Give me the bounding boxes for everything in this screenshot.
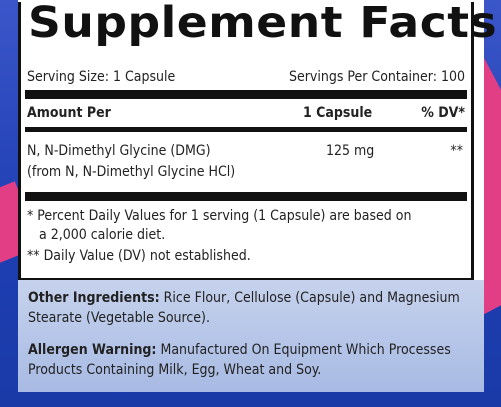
allergen-text-2: Products Containing Milk, Egg, Wheat and… (28, 362, 322, 378)
footnote-line-3: ** Daily Value (DV) not established. (27, 248, 251, 264)
allergen-text-1: Manufactured On Equipment Which Processe… (160, 342, 451, 358)
other-ingredients-text-2: Stearate (Vegetable Source). (28, 310, 210, 326)
medium-divider (25, 127, 467, 132)
bottom-thick-divider (25, 192, 467, 201)
footnote-line-1: * Percent Daily Values for 1 serving (1 … (27, 208, 412, 224)
ingredient-dv: ** (450, 143, 463, 159)
header-per-capsule: 1 Capsule (303, 105, 373, 121)
other-ingredients-label: Other Ingredients: (28, 290, 160, 306)
header-amount-per: Amount Per (27, 105, 111, 121)
ingredient-name: N, N-Dimethyl Glycine (DMG) (27, 143, 211, 159)
header-dv: % DV* (421, 105, 465, 121)
other-ingredients: Other Ingredients: Rice Flour, Cellulose… (28, 288, 478, 328)
thick-divider (25, 90, 467, 99)
ingredient-source: (from N, N-Dimethyl Glycine HCl) (27, 164, 236, 180)
allergen-warning: Allergen Warning: Manufactured On Equipm… (28, 340, 478, 380)
servings-per-container: Servings Per Container: 100 (288, 69, 465, 85)
ingredient-amount: 125 mg (326, 143, 375, 159)
other-ingredients-text-1: Rice Flour, Cellulose (Capsule) and Magn… (163, 290, 460, 306)
facts-title: Supplement Facts (28, 0, 498, 48)
other-info-panel: Other Ingredients: Rice Flour, Cellulose… (18, 280, 484, 392)
serving-size: Serving Size: 1 Capsule (27, 69, 176, 85)
supplement-facts-box: Supplement Facts Serving Size: 1 Capsule… (18, 0, 497, 281)
footnote-line-2: a 2,000 calorie diet. (39, 227, 166, 243)
allergen-label: Allergen Warning: (28, 342, 157, 358)
